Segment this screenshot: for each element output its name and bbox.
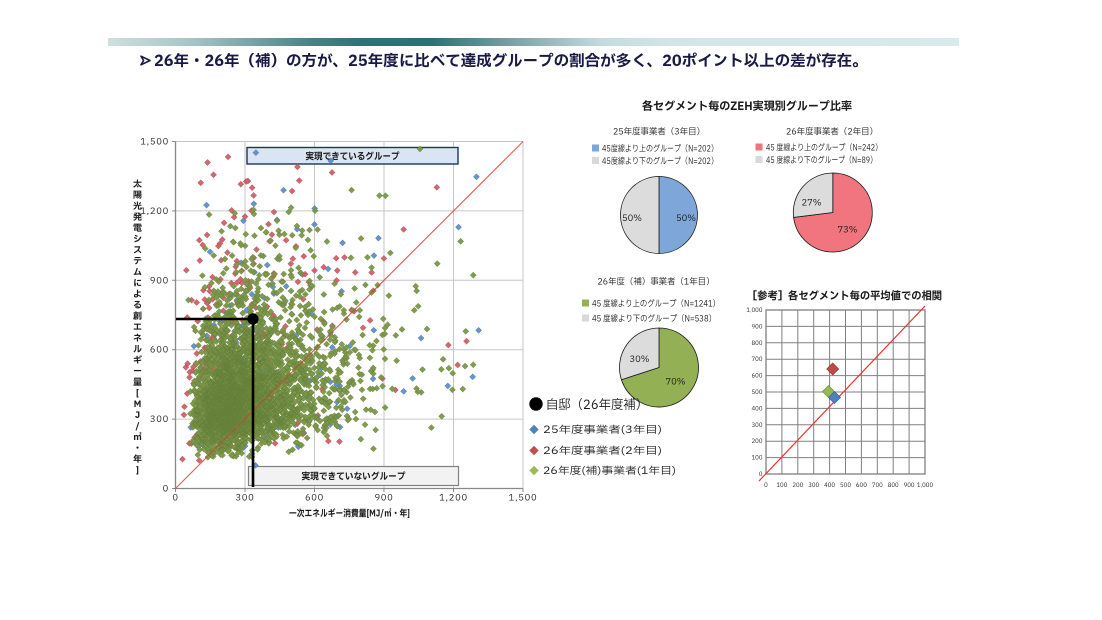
svg-text:]: ] — [136, 463, 139, 477]
svg-text:る: る — [133, 298, 142, 312]
svg-text:・: ・ — [133, 441, 142, 455]
svg-text:ス: ス — [133, 243, 142, 257]
svg-text:電: 電 — [133, 221, 142, 235]
svg-text:700: 700 — [872, 481, 883, 490]
svg-text:600: 600 — [150, 343, 169, 357]
svg-text:900: 900 — [752, 322, 763, 331]
svg-text:年: 年 — [133, 452, 142, 466]
svg-text:実現できていないグループ: 実現できていないグループ — [302, 471, 406, 485]
svg-text:1,200: 1,200 — [140, 204, 169, 218]
svg-text:1,000: 1,000 — [917, 481, 934, 490]
svg-text:［参考］各セグメント毎の平均値での相関: ［参考］各セグメント毎の平均値での相関 — [747, 288, 942, 305]
svg-text:500: 500 — [840, 481, 851, 490]
svg-text:1,500: 1,500 — [509, 491, 538, 505]
svg-text:ム: ム — [133, 265, 142, 279]
svg-text:テ: テ — [133, 254, 142, 268]
svg-text:26年度（補）事業者（1年目）: 26年度（補）事業者（1年目） — [598, 275, 715, 289]
svg-text:ー: ー — [133, 364, 142, 378]
svg-text:1,000: 1,000 — [746, 306, 763, 315]
svg-text:に: に — [133, 276, 142, 290]
svg-text:73%: 73% — [837, 223, 857, 237]
svg-text:25年度事業者(3年目): 25年度事業者(3年目) — [543, 423, 662, 438]
svg-text:発: 発 — [133, 210, 142, 224]
svg-text:エ: エ — [133, 320, 142, 334]
svg-text:一次エネルギー消費量[MJ/㎡・年]: 一次エネルギー消費量[MJ/㎡・年] — [289, 508, 410, 522]
svg-text:ネ: ネ — [133, 331, 142, 345]
svg-text:1,200: 1,200 — [439, 491, 468, 505]
svg-text:900: 900 — [904, 481, 915, 490]
svg-text:300: 300 — [235, 491, 254, 505]
svg-text:26年度事業者(2年目): 26年度事業者(2年目) — [543, 444, 662, 459]
svg-text:45 度線より下のグループ（N=89）: 45 度線より下のグループ（N=89） — [766, 154, 877, 167]
svg-text:200: 200 — [792, 481, 803, 490]
svg-text:300: 300 — [752, 421, 763, 430]
svg-text:600: 600 — [752, 372, 763, 381]
svg-text:800: 800 — [888, 481, 899, 490]
svg-text:量: 量 — [133, 375, 142, 389]
svg-text:ル: ル — [133, 342, 142, 356]
svg-text:30%: 30% — [629, 352, 649, 366]
svg-text:70%: 70% — [665, 375, 685, 389]
svg-text:50%: 50% — [622, 211, 642, 225]
svg-text:100: 100 — [752, 454, 763, 463]
svg-text:200: 200 — [752, 437, 763, 446]
svg-text:900: 900 — [374, 491, 393, 505]
svg-text:0: 0 — [759, 470, 763, 479]
svg-text:1,500: 1,500 — [140, 135, 169, 149]
svg-text:よ: よ — [133, 287, 142, 301]
svg-text:M: M — [134, 397, 142, 411]
svg-text:600: 600 — [856, 481, 867, 490]
svg-text:創: 創 — [133, 309, 142, 323]
svg-text:実現できているグループ: 実現できているグループ — [306, 151, 400, 165]
svg-text:900: 900 — [150, 273, 169, 287]
svg-text:ギ: ギ — [133, 353, 142, 367]
svg-text:800: 800 — [752, 339, 763, 348]
svg-text:0: 0 — [172, 491, 178, 505]
svg-text:各セグメント毎のZEH実現別グループ比率: 各セグメント毎のZEH実現別グループ比率 — [642, 99, 852, 116]
svg-text:陽: 陽 — [133, 188, 142, 202]
svg-text:光: 光 — [133, 199, 142, 213]
svg-text:27%: 27% — [801, 196, 821, 210]
svg-text:0: 0 — [163, 482, 169, 496]
svg-text:J: J — [135, 408, 140, 422]
svg-text:45度線より上のグループ（N=202）: 45度線より上のグループ（N=202） — [602, 143, 718, 156]
svg-text:100: 100 — [776, 481, 787, 490]
svg-text:600: 600 — [305, 491, 324, 505]
svg-text:0: 0 — [764, 481, 768, 490]
svg-text:400: 400 — [824, 481, 835, 490]
svg-text:45度線より下のグループ（N=202）: 45度線より下のグループ（N=202） — [602, 155, 718, 168]
svg-text:自邸（26年度補）: 自邸（26年度補） — [546, 395, 648, 415]
svg-text:45 度線より上のグループ（N=242）: 45 度線より上のグループ（N=242） — [766, 142, 882, 155]
svg-text:26年度(補)事業者(1年目): 26年度(補)事業者(1年目) — [543, 464, 676, 479]
svg-text:45 度線より上のグループ（N=1241）: 45 度線より上のグループ（N=1241） — [592, 298, 720, 311]
svg-text:700: 700 — [752, 355, 763, 364]
svg-text:300: 300 — [150, 412, 169, 426]
svg-text:300: 300 — [808, 481, 819, 490]
svg-text:400: 400 — [752, 404, 763, 413]
svg-text:シ: シ — [133, 232, 142, 246]
svg-text:[: [ — [136, 386, 139, 400]
svg-text:500: 500 — [752, 388, 763, 397]
svg-text:50%: 50% — [676, 211, 696, 225]
svg-text:45 度線より下のグループ（N=538）: 45 度線より下のグループ（N=538） — [592, 313, 716, 326]
svg-text:26年度事業者（2年目）: 26年度事業者（2年目） — [786, 125, 878, 139]
svg-text:㎡: ㎡ — [133, 430, 142, 444]
svg-text:25年度事業者（3年目）: 25年度事業者（3年目） — [613, 125, 705, 139]
svg-text:太: 太 — [133, 177, 142, 191]
svg-text:/: / — [135, 419, 139, 433]
